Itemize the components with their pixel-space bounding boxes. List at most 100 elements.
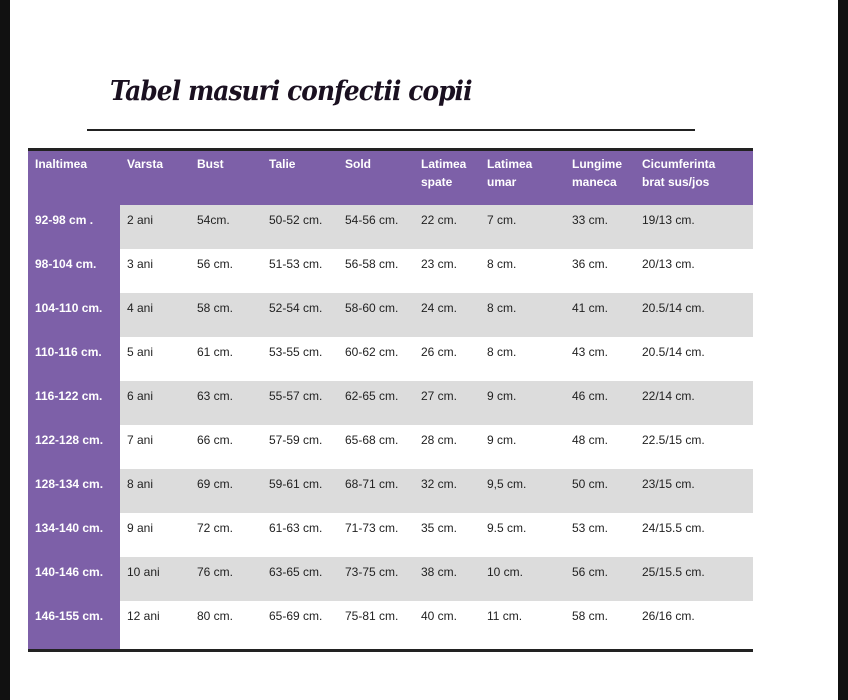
table-cell: 8 cm. [487, 301, 517, 315]
table-cell: 61-63 cm. [269, 521, 323, 535]
table-cell: 11 cm. [487, 609, 523, 623]
table-cell: 140-146 cm. [28, 557, 120, 601]
table-body: 92-98 cm . 2 ani 54cm. 50-52 cm. 54-56 cm. 22… [28, 205, 753, 649]
table-cell: 76 cm. [197, 565, 234, 579]
table-row: 140-146 cm. 10 ani 76 cm. 63-65 cm. 73-75 cm… [28, 557, 753, 601]
table-cell: 92-98 cm . [28, 205, 120, 249]
table-cell: 9.5 cm. [487, 521, 527, 535]
table-cell: 22.5/15 cm. [642, 433, 705, 447]
left-border [0, 0, 10, 700]
table-cell: 5 ani [127, 345, 154, 359]
table-cell: 48 cm. [572, 433, 609, 447]
table-row: 128-134 cm. 8 ani 69 cm. 59-61 cm. 68-71 cm.… [28, 469, 753, 513]
table-cell: 56 cm. [197, 257, 234, 271]
table-cell: 46 cm. [572, 389, 609, 403]
column-header: Varsta [127, 157, 164, 171]
table-cell: 63 cm. [197, 389, 234, 403]
table-cell: 146-155 cm. [28, 601, 120, 649]
table-row: 134-140 cm. 9 ani 72 cm. 61-63 cm. 71-73 cm.… [28, 513, 753, 557]
table-cell: 27 cm. [421, 389, 458, 403]
table-cell: 69 cm. [197, 477, 234, 491]
table-cell: 20.5/14 cm. [642, 301, 705, 315]
table-cell: 41 cm. [572, 301, 609, 315]
table-cell: 32 cm. [421, 477, 458, 491]
table-cell: 98-104 cm. [28, 249, 120, 293]
table-cell: 33 cm. [572, 213, 609, 227]
table-cell: 9 cm. [487, 433, 517, 447]
table-cell: 58-60 cm. [345, 301, 399, 315]
table-cell: 36 cm. [572, 257, 609, 271]
table-cell: 55-57 cm. [269, 389, 323, 403]
table-cell: 22/14 cm. [642, 389, 695, 403]
table-cell: 2 ani [127, 213, 154, 227]
table-cell: 56 cm. [572, 565, 609, 579]
table-header: Inaltimea Varsta Bust Talie Sold Latimea spate… [28, 148, 753, 205]
table-cell: 19/13 cm. [642, 213, 695, 227]
table-cell: 8 cm. [487, 345, 517, 359]
table-cell: 134-140 cm. [28, 513, 120, 557]
right-border [838, 0, 848, 700]
table-cell: 54cm. [197, 213, 230, 227]
table-cell: 10 cm. [487, 565, 524, 579]
table-cell: 73-75 cm. [345, 565, 399, 579]
table-cell: 6 ani [127, 389, 154, 403]
table-cell: 71-73 cm. [345, 521, 399, 535]
column-header: Sold [345, 157, 371, 171]
table-cell: 54-56 cm. [345, 213, 399, 227]
table-cell: 38 cm. [421, 565, 458, 579]
table-cell: 80 cm. [197, 609, 234, 623]
table-cell: 50 cm. [572, 477, 609, 491]
table-cell: 9 ani [127, 521, 154, 535]
table-cell: 24 cm. [421, 301, 458, 315]
table-row: 104-110 cm. 4 ani 58 cm. 52-54 cm. 58-60 cm.… [28, 293, 753, 337]
column-header: Cicumferinta brat sus/jos [642, 157, 716, 189]
table-cell: 8 ani [127, 477, 154, 491]
table-cell: 20/13 cm. [642, 257, 695, 271]
column-header: Latimea spate [421, 157, 467, 189]
table-cell: 53 cm. [572, 521, 609, 535]
table-cell: 116-122 cm. [28, 381, 120, 425]
table-cell: 8 cm. [487, 257, 517, 271]
title-divider [87, 129, 695, 131]
table-cell: 10 ani [127, 565, 160, 579]
table-cell: 61 cm. [197, 345, 234, 359]
table-cell: 53-55 cm. [269, 345, 323, 359]
size-table: Inaltimea Varsta Bust Talie Sold Latimea spate… [28, 148, 753, 652]
table-cell: 51-53 cm. [269, 257, 323, 271]
table-cell: 57-59 cm. [269, 433, 323, 447]
table-row: 98-104 cm. 3 ani 56 cm. 51-53 cm. 56-58 cm. 2… [28, 249, 753, 293]
table-cell: 65-68 cm. [345, 433, 399, 447]
column-header: Bust [197, 157, 224, 171]
table-cell: 58 cm. [572, 609, 609, 623]
column-header: Talie [269, 157, 296, 171]
table-row: 122-128 cm. 7 ani 66 cm. 57-59 cm. 65-68 cm.… [28, 425, 753, 469]
table-cell: 60-62 cm. [345, 345, 399, 359]
table-cell: 110-116 cm. [28, 337, 120, 381]
table-cell: 59-61 cm. [269, 477, 323, 491]
table-cell: 24/15.5 cm. [642, 521, 705, 535]
table-cell: 12 ani [127, 609, 160, 623]
table-cell: 35 cm. [421, 521, 458, 535]
table-cell: 58 cm. [197, 301, 234, 315]
table-cell: 65-69 cm. [269, 609, 323, 623]
table-row: 116-122 cm. 6 ani 63 cm. 55-57 cm. 62-65 cm.… [28, 381, 753, 425]
table-cell: 63-65 cm. [269, 565, 323, 579]
table-cell: 72 cm. [197, 521, 234, 535]
table-cell: 128-134 cm. [28, 469, 120, 513]
table-row: 110-116 cm. 5 ani 61 cm. 53-55 cm. 60-62 cm.… [28, 337, 753, 381]
table-cell: 9 cm. [487, 389, 517, 403]
table-cell: 62-65 cm. [345, 389, 399, 403]
table-cell: 28 cm. [421, 433, 458, 447]
table-cell: 3 ani [127, 257, 154, 271]
table-cell: 26/16 cm. [642, 609, 695, 623]
column-header: Latimea umar [487, 157, 533, 189]
table-row: 92-98 cm . 2 ani 54cm. 50-52 cm. 54-56 cm. 22… [28, 205, 753, 249]
table-cell: 22 cm. [421, 213, 458, 227]
table-cell: 20.5/14 cm. [642, 345, 705, 359]
column-header: Lungime maneca [572, 157, 622, 189]
table-cell: 7 cm. [487, 213, 517, 227]
table-cell: 68-71 cm. [345, 477, 399, 491]
table-cell: 43 cm. [572, 345, 609, 359]
table-cell: 4 ani [127, 301, 154, 315]
table-cell: 104-110 cm. [28, 293, 120, 337]
